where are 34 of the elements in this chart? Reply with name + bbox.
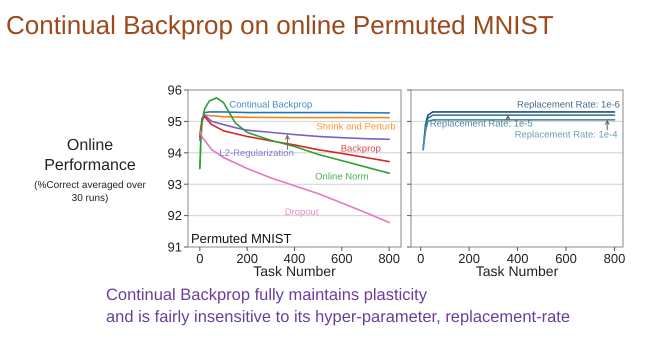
x-tick-label: 600 [555,251,577,266]
annotation: Permuted MNIST [191,231,292,246]
x-tick-label: 200 [236,251,258,266]
series-label: Backprop [340,143,381,154]
text: and is fairly insensitive to its hyper-parameter, replacement-rate [106,308,570,326]
x-tick-label: 0 [417,251,424,266]
series-label: Online Norm [315,172,369,183]
series-label: Replacement Rate: 1e-5 [430,118,533,130]
x-tick-label: 600 [330,251,353,266]
x-tick-label: 800 [604,251,626,266]
y-tick-label: 92 [168,208,182,224]
y-tick-label: 96 [168,82,182,98]
series-label: Continual Backprop [229,99,312,110]
text: Continual Backprop fully maintains plasticity [106,286,428,304]
y-axis-title: Online Performance [44,137,136,174]
y-tick-label: 93 [168,176,182,192]
x-tick-label: 400 [284,251,306,266]
series-label: Dropout [284,207,319,218]
text: (%Correct averaged over 30 runs) [34,180,147,204]
y-tick-label: 95 [168,114,182,129]
x-axis-title: Task Number [476,263,559,279]
series-label: Replacement Rate: 1e-6 [516,99,620,110]
x-tick-label: 400 [506,251,528,266]
x-tick-label: 0 [196,251,204,266]
y-tick-label: 94 [168,145,182,160]
series-label: Shrink and Perturb [316,121,396,132]
x-tick-label: 200 [458,251,480,266]
line-series [199,130,390,224]
x-axis-title: Task Number [253,263,336,279]
x-tick-label: 800 [378,251,400,266]
y-tick-label: 91 [168,240,182,255]
chart-title: Continual Backprop on online Permuted MNIST [6,10,554,40]
series-label: L2-Regularization [219,148,294,160]
series-label: Replacement Rate: 1e-4 [514,129,618,140]
